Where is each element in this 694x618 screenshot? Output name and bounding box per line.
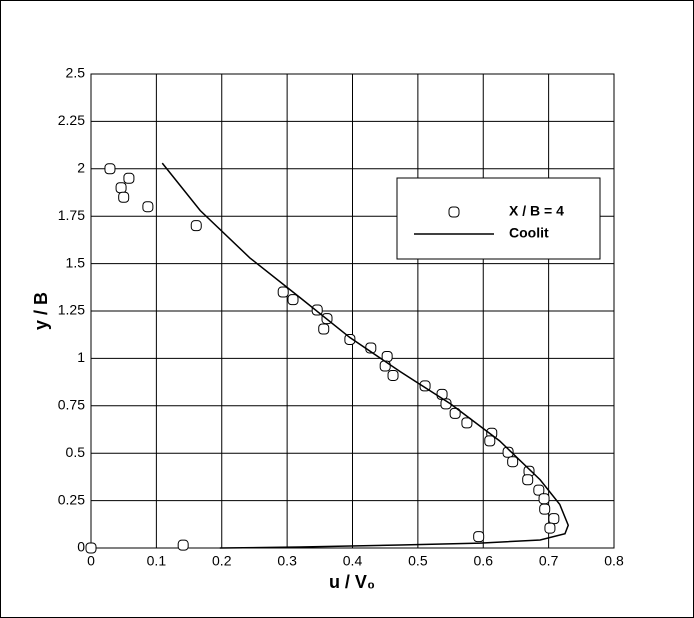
legend-label: Coolit	[509, 225, 549, 241]
x-tick-label: 0.4	[343, 553, 363, 569]
marker	[449, 407, 461, 419]
x-tick-label: 0.3	[277, 553, 297, 569]
y-tick-label: 1.25	[58, 302, 85, 318]
plot-border	[90, 73, 615, 549]
legend-marker	[448, 206, 460, 218]
marker	[461, 417, 473, 429]
marker	[522, 474, 534, 486]
legend-box	[396, 177, 601, 260]
marker	[544, 522, 556, 534]
y-tick-label: 1.5	[66, 254, 86, 270]
marker	[538, 493, 550, 505]
legend-label: X / B = 4	[509, 203, 564, 219]
marker	[344, 333, 356, 345]
marker	[507, 456, 519, 468]
x-tick-label: 0.5	[408, 553, 428, 569]
x-tick-label: 0	[87, 553, 95, 569]
y-tick-label: 0.5	[66, 444, 86, 460]
x-tick-label: 0.7	[539, 553, 559, 569]
y-tick-label: 2.25	[58, 112, 85, 128]
marker	[533, 484, 545, 496]
x-tick-label: 0.6	[474, 553, 494, 569]
x-tick-label: 0.1	[147, 553, 167, 569]
marker	[277, 286, 289, 298]
marker	[118, 191, 130, 203]
y-tick-label: 1	[77, 349, 85, 365]
x-tick-label: 0.8	[604, 553, 624, 569]
y-tick-label: 0.75	[58, 397, 85, 413]
y-tick-label: 1.75	[58, 207, 85, 223]
x-axis-label: u / V₀	[329, 572, 375, 592]
y-tick-label: 2	[77, 160, 85, 176]
marker	[484, 435, 496, 447]
marker	[387, 369, 399, 381]
y-tick-label: 0	[77, 539, 85, 555]
marker	[123, 172, 135, 184]
marker	[85, 542, 97, 554]
marker	[539, 503, 551, 515]
marker	[502, 446, 514, 458]
marker	[287, 294, 299, 306]
marker	[473, 531, 485, 543]
marker	[104, 163, 116, 175]
marker	[142, 201, 154, 213]
marker	[177, 539, 189, 551]
marker	[115, 182, 127, 194]
line	[161, 162, 570, 549]
y-tick-label: 0.25	[58, 491, 85, 507]
marker	[379, 360, 391, 372]
y-axis-label: y / B	[31, 292, 51, 330]
x-tick-label: 0.2	[212, 553, 232, 569]
y-tick-label: 2.5	[66, 65, 86, 81]
marker	[548, 513, 560, 525]
marker	[318, 323, 330, 335]
marker	[190, 220, 202, 232]
